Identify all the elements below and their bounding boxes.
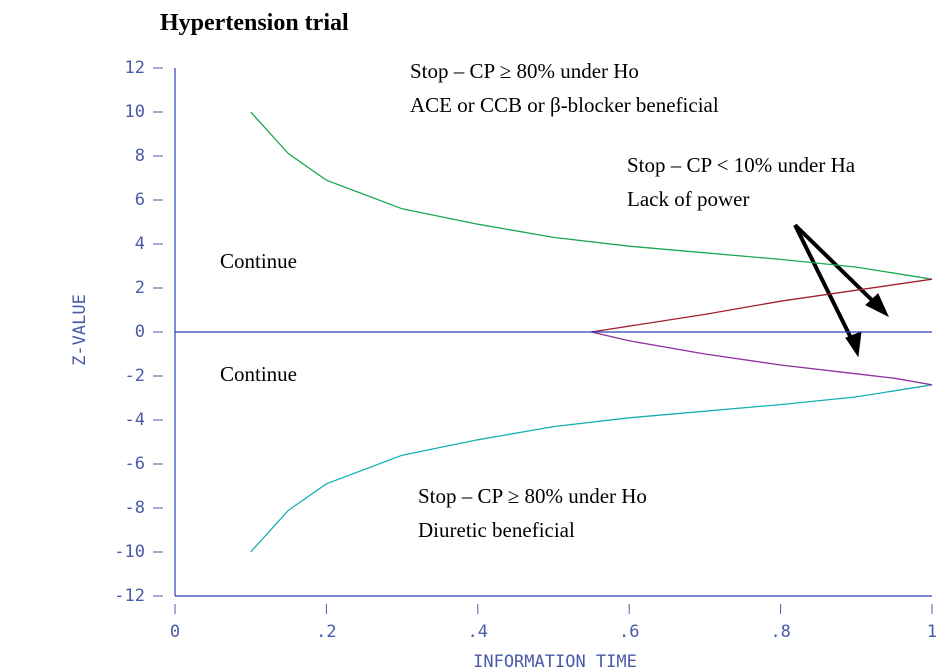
x-tick-label: .2 (316, 622, 336, 642)
annotation: Diuretic beneficial (418, 518, 575, 542)
y-tick-label: 2 (135, 278, 145, 298)
boundary-line (250, 384, 933, 553)
y-tick-label: -8 (125, 498, 145, 518)
y-axis-label: Z-VALUE (70, 294, 90, 366)
y-tick-label: 8 (135, 146, 145, 166)
annotation: Continue (220, 362, 297, 386)
y-tick-label: -10 (114, 542, 145, 562)
chart-title: Hypertension trial (160, 10, 349, 36)
x-tick-label: .4 (468, 622, 488, 642)
boundary-line (591, 278, 933, 333)
y-tick-label: -2 (125, 366, 145, 386)
y-tick-label: 6 (135, 190, 145, 210)
boundary-line (591, 331, 933, 386)
y-tick-label: -4 (125, 410, 145, 430)
annotation: ACE or CCB or β-blocker beneficial (410, 93, 719, 117)
y-tick-label: 10 (125, 102, 145, 122)
annotation: Stop – CP ≥ 80% under Ho (418, 484, 647, 508)
annotation: Stop – CP ≥ 80% under Ho (410, 59, 639, 83)
x-tick-label: 0 (170, 622, 180, 642)
annotation: Lack of power (627, 187, 749, 211)
y-tick-label: -12 (114, 586, 145, 606)
y-tick-label: 4 (135, 234, 145, 254)
annotation: Continue (220, 249, 297, 273)
x-tick-label: .8 (770, 622, 790, 642)
y-tick-label: -6 (125, 454, 145, 474)
y-tick-label: 0 (135, 322, 145, 342)
y-tick-label: 12 (125, 58, 145, 78)
arrows (793, 223, 890, 358)
boundary-line (250, 111, 933, 280)
x-tick-label: 1 (927, 622, 937, 642)
x-tick-label: .6 (619, 622, 639, 642)
annotation: Stop – CP < 10% under Ha (627, 153, 856, 177)
x-axis-label: INFORMATION TIME (473, 652, 637, 670)
